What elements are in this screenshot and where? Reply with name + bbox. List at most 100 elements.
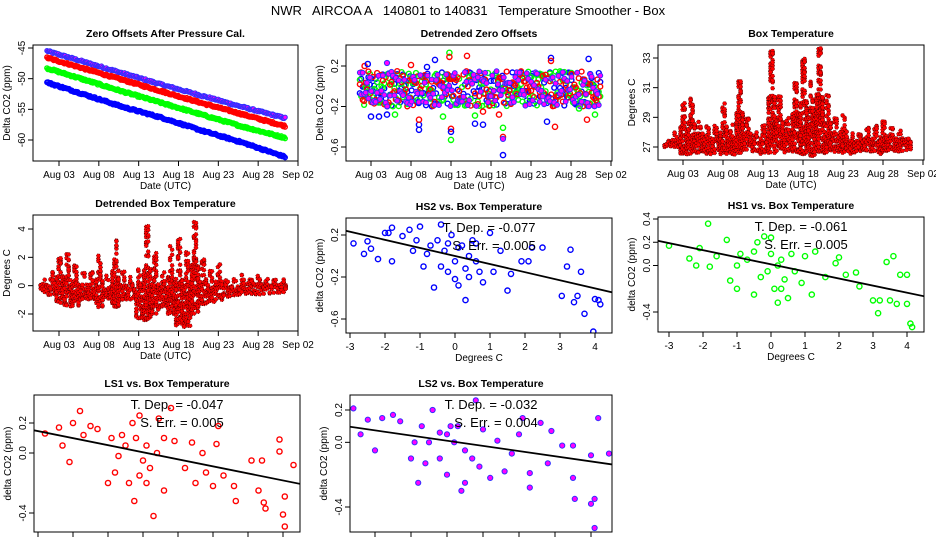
data-point [844,129,849,134]
outlier-point-red [583,116,591,123]
data-point [708,151,713,157]
data-point [177,245,183,250]
data-point [173,276,179,282]
outlier-point-red [551,123,559,131]
data-point [824,149,829,155]
x-tick-label: Aug 13 [123,170,155,181]
data-point [58,260,63,266]
data-point [48,292,53,297]
data-point-blue [279,153,286,160]
data-point [110,278,115,284]
data-point-purple [430,90,437,97]
data-point [786,121,791,127]
data-point-red [528,87,535,94]
data-point-purple [462,69,468,76]
data-point [153,262,159,268]
data-point [818,87,823,92]
y-tick-label: 29 [642,111,653,123]
data-point-red [402,86,410,93]
data-point [141,284,147,290]
data-point [169,270,175,276]
data-point [794,81,799,87]
data-point [233,278,239,284]
data-point [122,269,127,275]
data-point [130,283,135,288]
data-point [680,138,685,144]
outlier-point-blue [367,113,375,120]
outlier-point-purple [383,59,391,67]
data-point [682,105,687,111]
data-point [143,243,149,249]
data-point-purple [282,114,288,121]
data-point-purple [377,96,383,102]
data-point-purple [408,98,415,105]
data-point [774,148,779,153]
data-point [804,110,809,116]
outlier-point-red [415,116,423,123]
data-point [864,147,869,153]
data-point [770,86,775,91]
data-point [696,142,701,148]
data-point-purple [539,93,546,100]
data-point [690,110,695,116]
data-point [98,261,103,266]
data-point [100,302,105,308]
data-point [265,276,271,282]
data-point [74,264,79,269]
data-point-red [365,68,372,75]
data-point [828,121,833,127]
data-point [746,117,751,122]
outlier-point-blue [431,56,439,64]
data-point-blue [282,154,288,161]
y-tick-label: -0.2 [330,97,341,115]
data-point [798,119,803,125]
data-point [64,293,69,299]
data-point [167,257,173,263]
data-point-purple [511,99,517,105]
data-point [80,282,85,288]
data-point [786,115,791,121]
outlier-point-blue [423,63,431,71]
outlier-point-green [439,113,447,120]
data-point-purple [460,93,467,100]
data-point [874,133,879,138]
data-point [790,137,795,143]
data-point-red [548,91,555,98]
data-point [193,259,199,265]
data-point [82,274,87,279]
data-point [145,239,151,244]
data-point [177,249,183,255]
x-tick-label: Aug 23 [515,170,547,181]
outlier-point-blue [471,120,479,127]
data-point [752,141,757,147]
data-point [185,258,191,264]
data-point-purple [567,86,573,93]
data-point [147,276,153,282]
data-point [692,125,697,131]
data-point-purple [595,102,602,108]
x-tick-label: Sep 02 [282,170,314,181]
data-point-purple [538,87,545,94]
data-point [221,292,227,298]
data-point [794,88,799,94]
data-point [145,223,151,229]
data-point [718,130,723,136]
data-point-green [533,102,541,109]
data-point-green [405,70,412,77]
data-point [820,105,825,110]
data-point-purple [362,89,369,96]
data-point [772,113,777,119]
data-point-purple [482,69,489,76]
data-point-red [525,88,532,96]
data-point [736,103,741,109]
data-point [730,122,735,128]
data-point [255,273,261,279]
data-point [798,133,803,138]
data-point [834,125,839,130]
data-point [54,294,59,300]
data-point-red [418,82,425,90]
x-tick-label: Aug 03 [355,170,387,181]
data-point [780,129,785,134]
data-point [810,98,815,104]
data-point-purple [443,71,450,78]
